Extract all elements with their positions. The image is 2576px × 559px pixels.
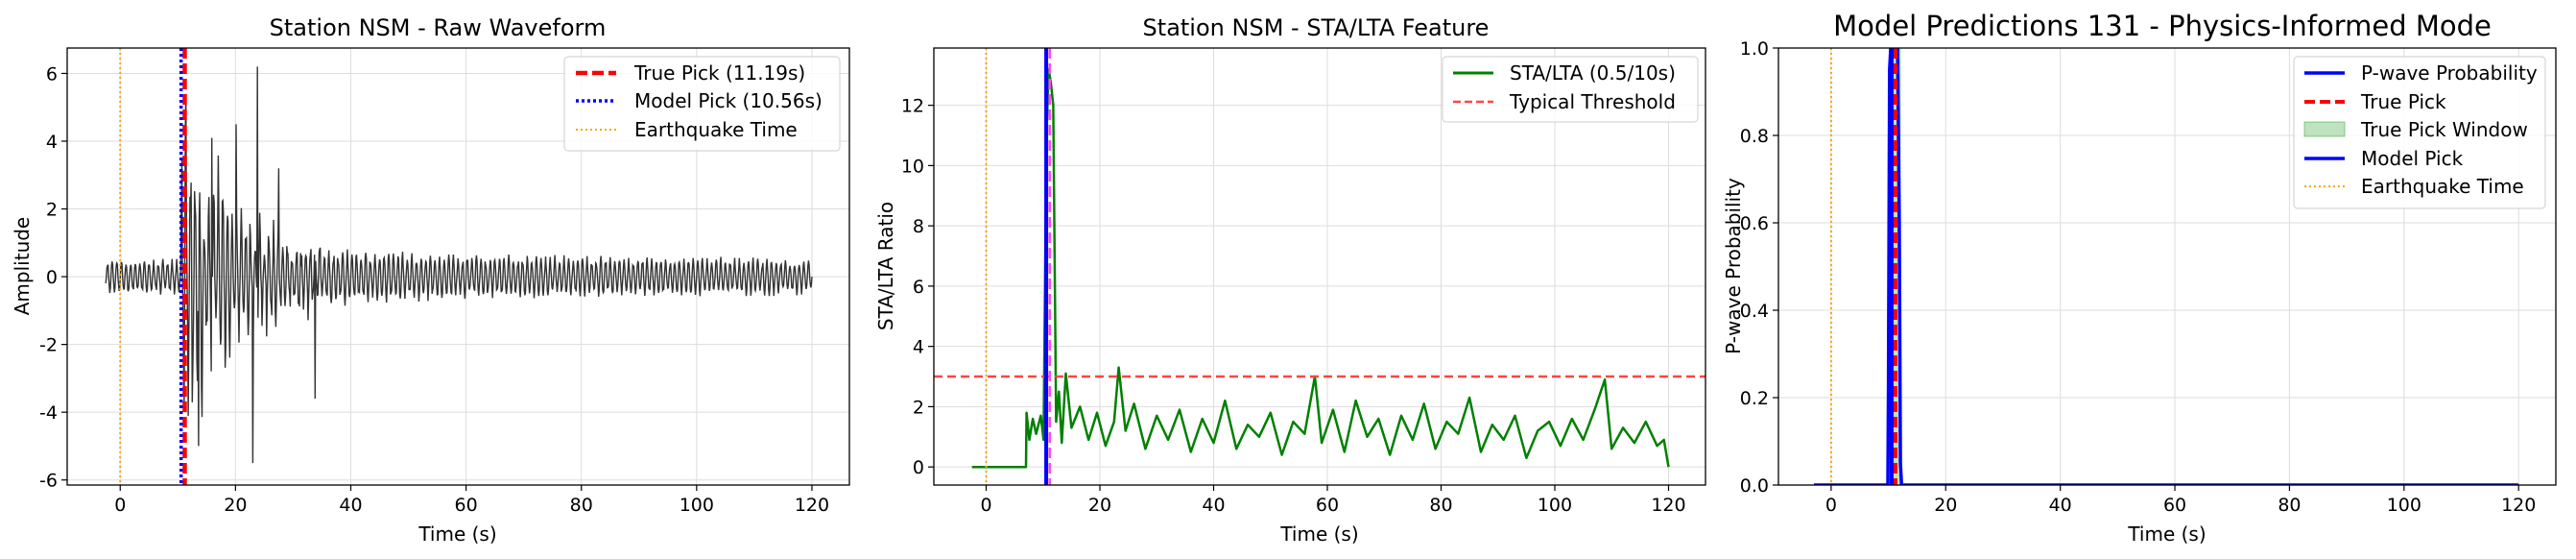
- x-tick-label: 120: [795, 495, 829, 516]
- legend-label-true-pick-3: True Pick: [2360, 90, 2446, 113]
- y-tick-label: 0.2: [1740, 388, 1769, 409]
- panel-2-x-axis-label: Time (s): [1279, 523, 1358, 546]
- x-tick-label: 120: [1651, 495, 1685, 516]
- x-tick-label: 40: [2049, 495, 2072, 516]
- y-tick-label: 6: [913, 277, 924, 298]
- x-tick-label: 40: [339, 495, 362, 516]
- x-tick-label: 100: [680, 495, 714, 516]
- y-tick-label: 0.8: [1740, 126, 1769, 147]
- x-tick-label: 120: [2501, 495, 2536, 516]
- x-tick-label: 100: [2387, 495, 2421, 516]
- panel-2-legend: STA/LTA (0.5/10s) Typical Threshold: [1443, 57, 1698, 122]
- legend-label-p-wave: P-wave Probability: [2361, 61, 2538, 85]
- x-tick-label: 80: [570, 495, 593, 516]
- y-tick-label: 0: [913, 457, 924, 478]
- legend-swatch-true-pick-window: [2304, 122, 2345, 136]
- legend-label-model-pick-3: Model Pick: [2361, 147, 2464, 170]
- panel-1-title: Station NSM - Raw Waveform: [270, 14, 607, 41]
- x-tick-label: 0: [980, 495, 991, 516]
- x-tick-label: 60: [1316, 495, 1339, 516]
- legend-label-earthquake-time-3: Earthquake Time: [2361, 175, 2524, 198]
- panel-1-x-axis-label: Time (s): [417, 523, 496, 546]
- x-tick-label: 20: [224, 495, 247, 516]
- y-tick-label: 0: [46, 267, 58, 288]
- x-tick-label: 0: [114, 495, 126, 516]
- x-tick-label: 80: [1429, 495, 1452, 516]
- x-tick-label: 20: [1088, 495, 1111, 516]
- x-tick-label: 80: [2278, 495, 2301, 516]
- legend-label-threshold: Typical Threshold: [1509, 90, 1676, 113]
- legend-label-true-pick: True Pick (11.19s): [633, 61, 805, 85]
- panel-3-x-axis-label: Time (s): [2127, 523, 2206, 546]
- panel-3-y-axis-label: P-wave Probability: [1722, 178, 1745, 354]
- panel-1-y-axis-label: Amplitude: [11, 217, 34, 316]
- panel-3-legend: P-wave Probability True Pick True Pick W…: [2294, 57, 2545, 208]
- y-tick-label: 10: [901, 156, 924, 177]
- y-tick-label: 0.0: [1740, 475, 1769, 497]
- legend-label-true-pick-window: True Pick Window: [2360, 118, 2528, 141]
- panel-3-title: Model Predictions 131 - Physics-Informed…: [1833, 10, 2492, 42]
- y-tick-label: -4: [39, 402, 58, 424]
- y-tick-label: 4: [913, 337, 924, 358]
- legend-label-earthquake-time: Earthquake Time: [634, 118, 798, 141]
- x-tick-label: 60: [2163, 495, 2186, 516]
- legend-label-model-pick: Model Pick (10.56s): [634, 89, 823, 112]
- y-tick-label: 2: [46, 200, 58, 221]
- y-tick-label: 8: [913, 216, 924, 237]
- y-tick-label: 6: [46, 63, 58, 85]
- x-tick-label: 100: [1538, 495, 1572, 516]
- panel-1-legend: True Pick (11.19s) Model Pick (10.56s) E…: [564, 57, 840, 151]
- y-tick-label: -6: [39, 471, 58, 492]
- legend-label-sta-lta: STA/LTA (0.5/10s): [1510, 61, 1676, 85]
- y-tick-label: 12: [901, 96, 924, 117]
- y-tick-label: -2: [39, 335, 58, 356]
- x-tick-label: 40: [1202, 495, 1225, 516]
- y-tick-label: 1.0: [1740, 38, 1769, 60]
- y-tick-label: 4: [46, 132, 58, 153]
- panel-2-y-axis-label: STA/LTA Ratio: [874, 202, 897, 330]
- x-tick-label: 0: [1825, 495, 1837, 516]
- x-tick-label: 60: [455, 495, 478, 516]
- y-tick-label: 2: [913, 397, 924, 418]
- x-tick-label: 20: [1934, 495, 1957, 516]
- panel-2-title: Station NSM - STA/LTA Feature: [1143, 14, 1490, 41]
